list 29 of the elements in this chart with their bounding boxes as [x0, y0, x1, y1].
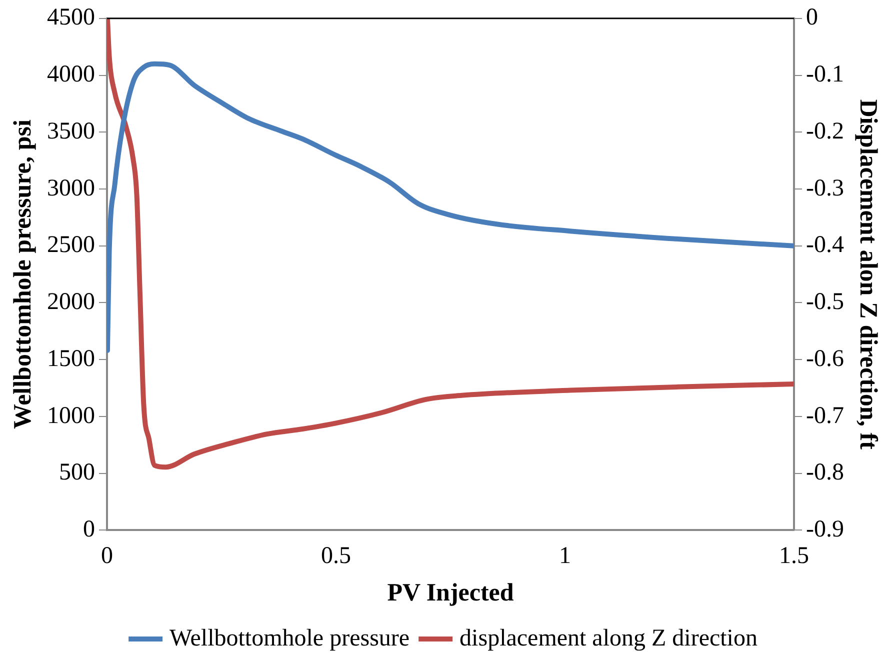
x-tick-label: 0 [101, 542, 113, 569]
legend-label: Wellbottomhole pressure [170, 625, 410, 652]
y-tick-label: 1500 [47, 346, 95, 372]
y2-tick-label: -0.2 [806, 118, 844, 144]
y2-tick-label: -0.1 [806, 62, 844, 88]
y-tick-label: 4500 [47, 4, 95, 31]
y2-tick-label: -0.7 [806, 402, 844, 429]
y2-axis-title: Displacement alon Z direction, ft [854, 99, 882, 450]
y-tick-label: 1000 [47, 402, 95, 429]
x-tick-label: 1 [559, 542, 572, 569]
x-axis-title: PV Injected [387, 579, 514, 606]
y-tick-label: 2500 [47, 232, 95, 258]
y-tick-label: 3500 [47, 118, 95, 144]
y-tick-label: 3000 [47, 175, 95, 202]
y-axis-title: Wellbottomhole pressure, psi [9, 119, 36, 430]
x-tick-label: 1.5 [779, 542, 810, 569]
y2-tick-label: -0.5 [806, 289, 844, 316]
y-tick-label: 500 [59, 460, 95, 486]
y-tick-label: 0 [83, 516, 95, 542]
y2-tick-label: -0.3 [806, 175, 844, 202]
y2-tick-label: -0.8 [806, 460, 844, 486]
y2-tick-label: 0 [806, 4, 818, 31]
y2-tick-label: -0.9 [806, 516, 844, 542]
y2-tick-label: -0.4 [806, 232, 844, 258]
y-tick-label: 2000 [47, 289, 95, 316]
x-tick-label: 0.5 [321, 542, 352, 569]
y-tick-label: 4000 [47, 62, 95, 88]
legend-label: displacement along Z direction [460, 625, 758, 652]
y2-tick-label: -0.6 [806, 346, 844, 372]
